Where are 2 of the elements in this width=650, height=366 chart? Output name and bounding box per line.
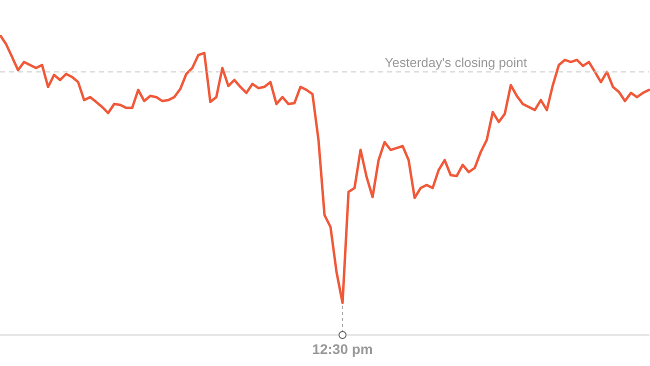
ref-line-label: Yesterday's closing point [384,54,528,70]
annotation: 12:30 pm [312,340,373,357]
